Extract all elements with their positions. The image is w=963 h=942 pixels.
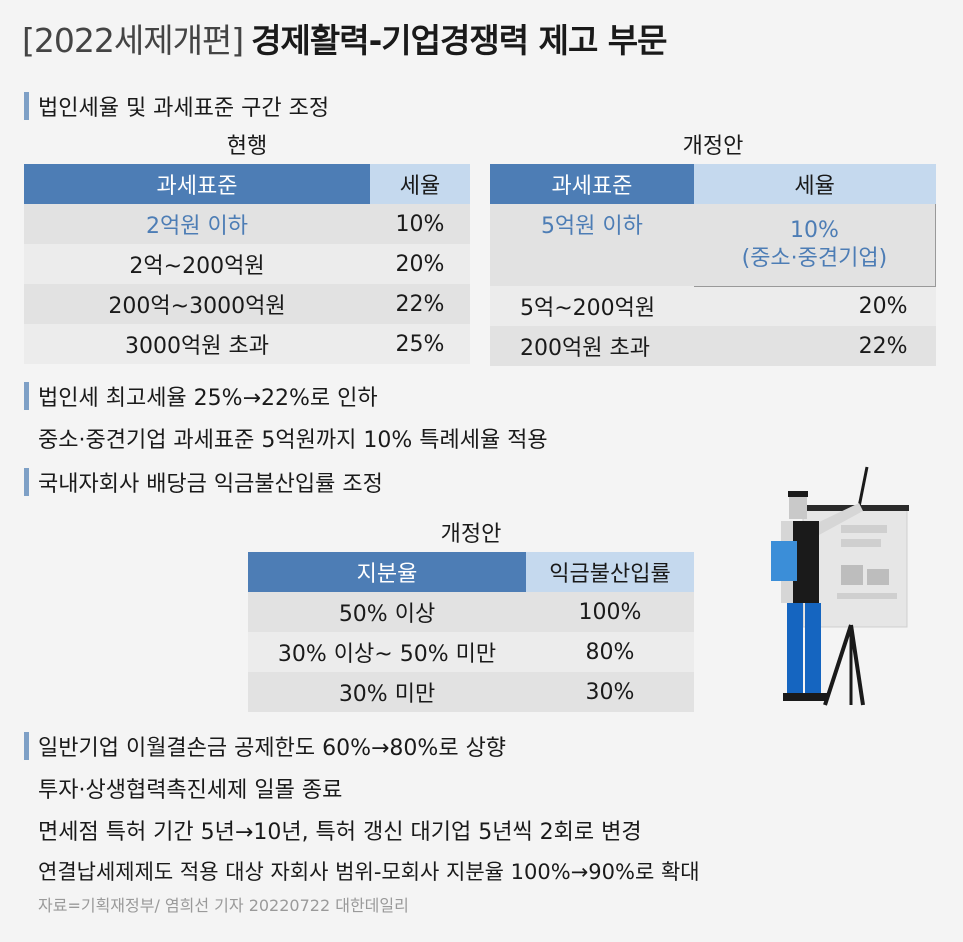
proposal-header-base: 과세표준 xyxy=(490,164,694,204)
note-line: 일반기업 이월결손금 공제한도 60%→80%로 상향 xyxy=(23,730,506,762)
table-cell: 30% xyxy=(585,679,635,705)
table-row: 2억~200억원 20% xyxy=(24,244,470,284)
dividend-table: 지분율 익금불산입률 50% 이상 100% 30% 이상~ 50% 미만 80… xyxy=(248,552,694,712)
note-line: 연결납세제제도 적용 대상 자회사 범위-모회사 지분율 100%→90%로 확… xyxy=(38,860,700,884)
note-line: 투자·상생협력촉진세제 일몰 종료 xyxy=(38,778,343,803)
rate-line: (중소·중견기업) xyxy=(741,245,888,271)
table-row: 50% 이상 100% xyxy=(248,592,694,632)
table-cell: 10% (중소·중견기업) xyxy=(693,204,936,287)
proposal-caption: 개정안 xyxy=(682,134,744,159)
table-row: 30% 미만 30% xyxy=(248,672,694,712)
proposal-rate-table: 과세표준 세율 5억원 이하 10% (중소·중견기업) 5억~200억원 20… xyxy=(490,164,936,366)
table-cell: 5억원 이하 xyxy=(540,214,643,239)
table-cell: 200억원 초과 xyxy=(520,336,650,361)
table-cell: 5억~200억원 xyxy=(520,296,656,321)
table-row: 5억원 이하 10% (중소·중견기업) xyxy=(490,204,936,287)
table-cell: 2억원 이하 xyxy=(146,214,248,239)
table-cell: 2억~200억원 xyxy=(129,254,265,279)
note-line: 중소·중견기업 과세표준 5억원까지 10% 특례세율 적용 xyxy=(38,428,548,453)
table-cell: 25% xyxy=(395,331,445,357)
note-line: 법인세 최고세율 25%→22%로 인하 xyxy=(24,380,378,412)
rate-line: 10% xyxy=(789,217,839,243)
note-line: 면세점 특허 기간 5년→10년, 특허 갱신 대기업 5년씩 2회로 변경 xyxy=(38,820,642,845)
table-cell: 80% xyxy=(585,639,635,665)
dividend-header-rate: 익금불산입률 xyxy=(526,552,694,592)
current-caption: 현행 xyxy=(226,134,268,159)
title-tag: [2022세제개편] xyxy=(22,21,244,60)
presenter-with-easel-icon xyxy=(771,466,909,706)
table-row: 5억~200억원 20% xyxy=(490,286,936,326)
table-row: 200억~3000억원 22% xyxy=(24,284,470,324)
dividend-header-share: 지분율 xyxy=(248,552,526,592)
title-main: 경제활력-기업경쟁력 제고 부문 xyxy=(251,21,667,60)
current-rate-table: 과세표준 세율 2억원 이하 10% 2억~200억원 20% 200억~300… xyxy=(24,164,470,364)
table-cell: 3000억원 초과 xyxy=(125,334,269,359)
table-cell: 100% xyxy=(578,599,642,625)
section1-heading: 법인세율 및 과세표준 구간 조정 xyxy=(24,90,329,122)
current-header-rate: 세율 xyxy=(370,164,470,204)
table-cell: 200억~3000억원 xyxy=(108,294,286,319)
table-cell: 20% xyxy=(395,251,445,277)
section2-caption: 개정안 xyxy=(440,522,502,547)
table-cell: 30% 미만 xyxy=(338,682,436,707)
table-cell: 20% xyxy=(858,293,908,319)
source-credit: 자료=기획재정부/ 염희선 기자 20220722 대한데일리 xyxy=(38,896,409,915)
table-row: 2억원 이하 10% xyxy=(24,204,470,244)
table-cell: 10% xyxy=(395,211,445,237)
page-title: [2022세제개편] 경제활력-기업경쟁력 제고 부문 xyxy=(22,14,668,62)
table-row: 3000억원 초과 25% xyxy=(24,324,470,364)
table-row: 30% 이상~ 50% 미만 80% xyxy=(248,632,694,672)
table-cell: 22% xyxy=(395,291,445,317)
section2-heading: 국내자회사 배당금 익금불산입률 조정 xyxy=(24,466,383,498)
table-cell: 22% xyxy=(858,333,908,359)
table-row: 200억원 초과 22% xyxy=(490,326,936,366)
table-cell: 30% 이상~ 50% 미만 xyxy=(277,642,497,667)
current-header-base: 과세표준 xyxy=(24,164,370,204)
proposal-header-rate: 세율 xyxy=(693,164,936,204)
table-cell: 50% 이상 xyxy=(338,602,436,627)
